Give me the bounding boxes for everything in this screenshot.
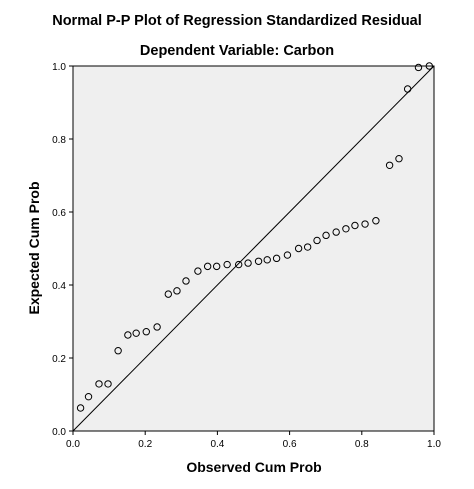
data-point [234, 260, 243, 269]
data-point [385, 161, 394, 169]
data-point [303, 243, 312, 251]
data-point [332, 228, 340, 236]
data-point [244, 259, 252, 267]
data-point [212, 262, 221, 271]
x-tick-label: 0.8 [355, 439, 369, 450]
x-tick-label: 1.0 [427, 439, 441, 450]
data-point [95, 380, 103, 388]
data-point [194, 267, 202, 275]
data-point [84, 392, 93, 401]
data-point [313, 236, 321, 245]
data-point [182, 277, 190, 285]
data-point [272, 254, 281, 263]
data-point [403, 85, 412, 93]
chart-subtitle: Dependent Variable: Carbon [139, 43, 335, 59]
data-point [104, 380, 112, 388]
data-point [263, 256, 271, 264]
data-point [322, 231, 330, 240]
data-point [132, 329, 140, 337]
y-tick-label: 0.8 [52, 135, 66, 146]
y-axis-ticks: 0.0 0.2 0.4 0.6 0.8 1.0 [52, 62, 73, 438]
data-point [203, 262, 212, 271]
reference-line [72, 65, 435, 432]
chart-title: Normal P-P Plot of Regression Standardiz… [52, 13, 422, 29]
data-point [425, 62, 434, 70]
x-tick-label: 0.6 [283, 439, 297, 450]
y-axis-label: Expected Cum Prob [26, 181, 42, 314]
data-point [124, 331, 132, 339]
data-point [254, 257, 263, 265]
x-tick-label: 0.4 [210, 439, 224, 450]
data-point [414, 63, 423, 72]
x-tick-label: 0.0 [66, 439, 80, 450]
data-point [342, 225, 350, 233]
data-point [395, 155, 403, 163]
y-tick-label: 0.4 [52, 281, 66, 292]
y-tick-label: 0.2 [52, 354, 66, 365]
data-point [114, 347, 122, 355]
data-point [351, 221, 359, 230]
data-point [164, 290, 173, 298]
data-point [142, 328, 150, 336]
data-point [223, 260, 231, 269]
data-point [173, 287, 181, 295]
y-tick-label: 0.0 [52, 427, 66, 438]
data-points [76, 62, 434, 412]
data-point [372, 217, 380, 225]
y-tick-label: 0.6 [52, 208, 66, 219]
x-axis-label: Observed Cum Prob [186, 459, 321, 475]
x-tick-label: 0.2 [138, 439, 152, 450]
data-point [153, 323, 161, 331]
data-point [361, 220, 369, 228]
data-point [76, 404, 85, 412]
data-point [283, 251, 292, 259]
y-tick-label: 1.0 [52, 62, 66, 73]
x-axis-ticks: 0.0 0.2 0.4 0.6 0.8 1.0 [66, 431, 441, 450]
data-point [294, 244, 303, 253]
